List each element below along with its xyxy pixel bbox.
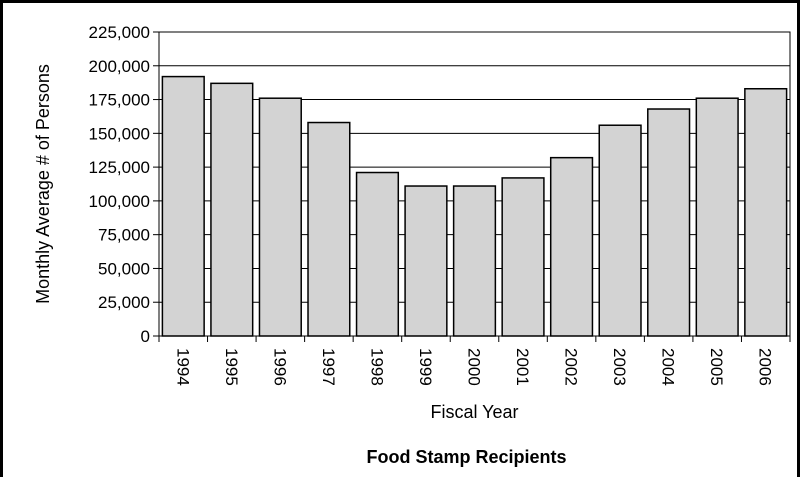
y-tick-label: 200,000 [89, 57, 150, 76]
x-tick-label-2003: 2003 [610, 348, 629, 386]
bar-2005 [695, 97, 739, 337]
x-tick-label-2000: 2000 [465, 348, 484, 386]
x-tick-label-2004: 2004 [659, 348, 678, 386]
y-tick-label: 0 [141, 327, 150, 346]
x-tick-label-2005: 2005 [707, 348, 726, 386]
y-tick-label: 75,000 [98, 226, 150, 245]
bar-1995 [210, 82, 254, 337]
y-tick-label: 175,000 [89, 91, 150, 110]
x-tick-label-1999: 1999 [416, 348, 435, 386]
plot-border [158, 31, 791, 337]
food-stamp-bar-chart: 0 25,000 50,000 75,000 100,000 125,000 150,000… [33, 23, 791, 467]
bar-2003 [598, 124, 642, 337]
chart-title: Food Stamp Recipients [366, 447, 566, 467]
bar-1999 [404, 185, 448, 337]
bar-2004 [647, 108, 691, 337]
x-tick-label-1997: 1997 [319, 348, 338, 386]
y-tick-label: 150,000 [89, 124, 150, 143]
y-tick-label: 225,000 [89, 23, 150, 42]
bar-1997 [307, 121, 351, 337]
y-tick-labels: 0 25,000 50,000 75,000 100,000 125,000 150,000… [89, 23, 150, 346]
x-tick-label-2006: 2006 [756, 348, 775, 386]
x-tick-label-1998: 1998 [367, 348, 386, 386]
y-tick-label: 100,000 [89, 192, 150, 211]
y-tick-label: 125,000 [89, 158, 150, 177]
bar-2002 [549, 156, 594, 337]
x-tick-label-1994: 1994 [173, 348, 192, 386]
bar-2006 [744, 87, 788, 337]
axes [153, 31, 791, 342]
y-tick-label: 50,000 [98, 259, 150, 278]
bar-1996 [258, 97, 302, 337]
x-axis-label: Fiscal Year [430, 402, 518, 422]
x-tick-label-1995: 1995 [222, 348, 241, 386]
y-axis-label: Monthly Average # of Persons [33, 64, 53, 304]
x-tick-labels: 1994 1995 1996 1997 1998 1999 2000 2001 2002 2003… [173, 348, 774, 386]
x-tick-label-2001: 2001 [513, 348, 532, 386]
x-tick-label-1996: 1996 [270, 348, 289, 386]
bars [161, 75, 788, 337]
bar-2001 [501, 177, 545, 337]
x-tick-label-2002: 2002 [562, 348, 581, 386]
bar-1994 [161, 75, 205, 337]
bar-1998 [355, 171, 400, 337]
y-tick-label: 25,000 [98, 293, 150, 312]
bar-2000 [452, 185, 497, 337]
